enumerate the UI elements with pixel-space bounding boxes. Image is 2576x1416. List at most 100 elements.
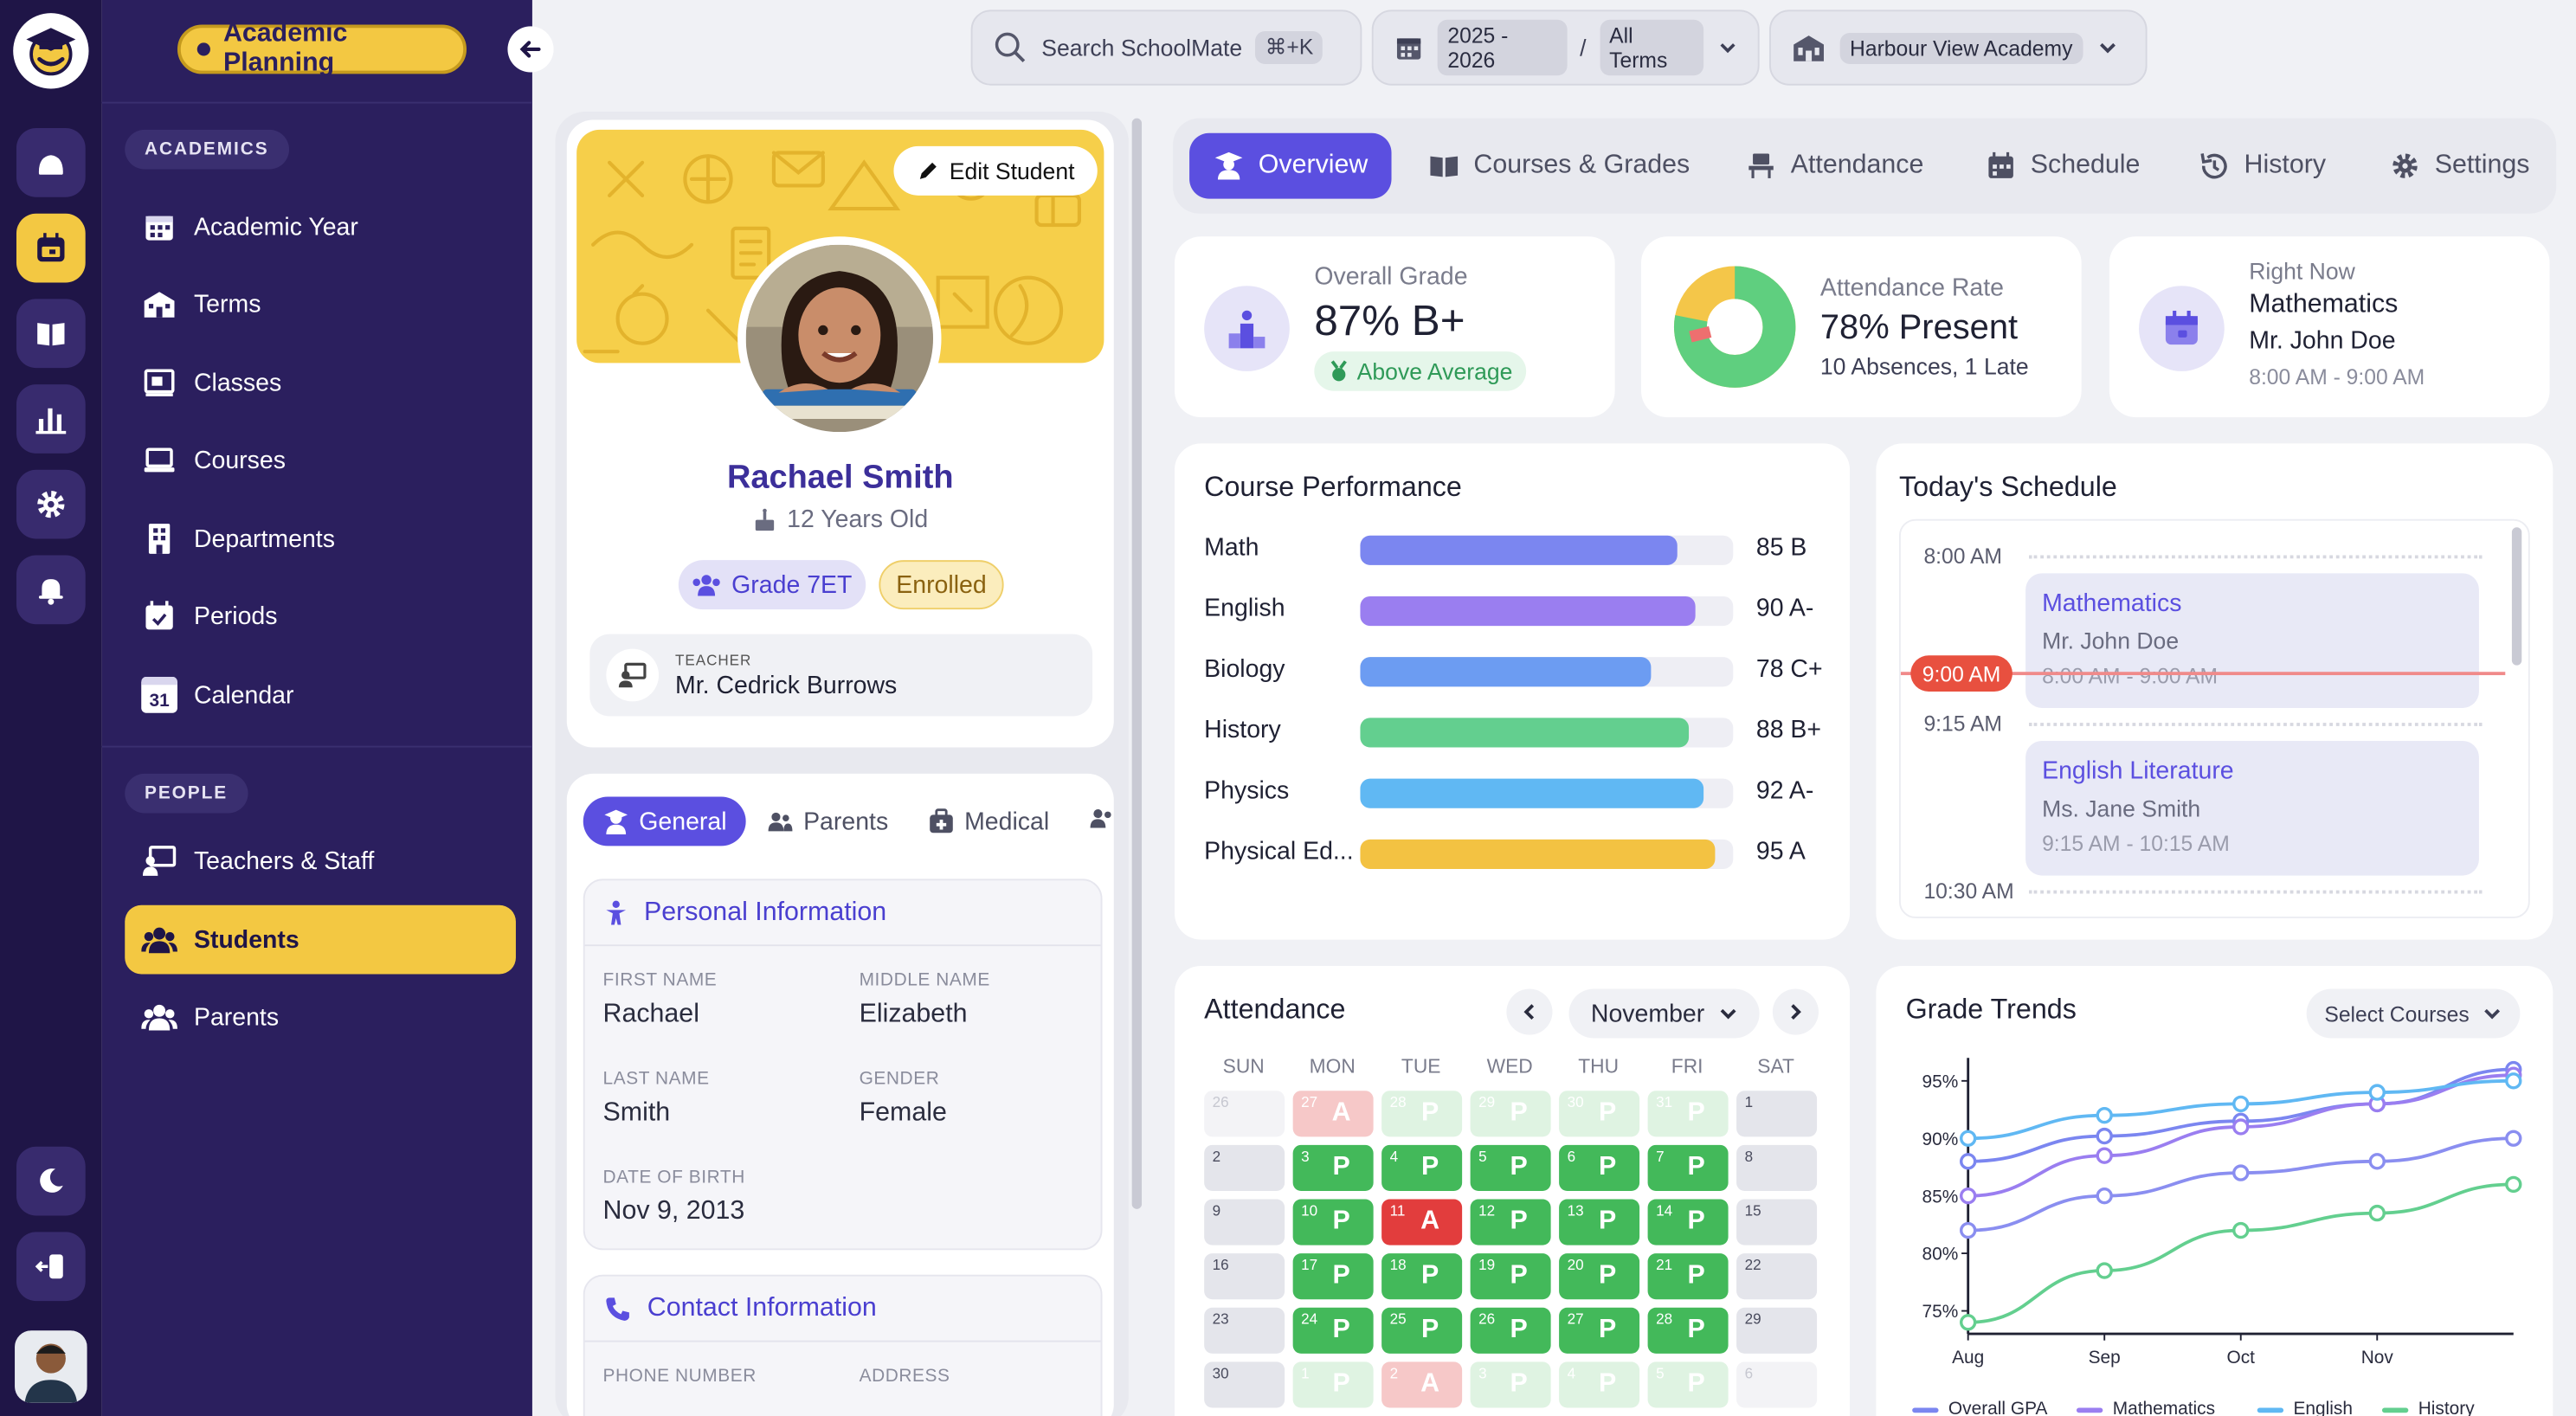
sidebar-item-parents[interactable]: Parents <box>125 982 516 1052</box>
calendar-day[interactable]: 23 <box>1204 1307 1285 1354</box>
calendar-day[interactable]: 28 P <box>1647 1307 1729 1354</box>
rail-theme-button[interactable] <box>16 1146 86 1216</box>
course-row[interactable]: Physics 92 A- <box>1204 774 1828 814</box>
calendar-day[interactable]: 21 P <box>1647 1253 1729 1300</box>
course-row[interactable]: Math 85 B <box>1204 531 1828 570</box>
course-row[interactable]: Biology 78 C+ <box>1204 652 1828 692</box>
edit-student-button[interactable]: Edit Student <box>893 145 1098 196</box>
calendar-day[interactable]: 29 <box>1736 1307 1818 1354</box>
select-courses-dropdown[interactable]: Select Courses <box>2306 988 2521 1039</box>
rail-notifications-button[interactable] <box>16 555 86 625</box>
schedule-event-english[interactable]: English Literature Ms. Jane Smith 9:15 A… <box>2025 740 2479 876</box>
legend-item[interactable]: Overall GPA <box>1912 1400 2047 1416</box>
rail-book-button[interactable] <box>16 299 86 369</box>
calendar-day[interactable]: 19 P <box>1470 1253 1551 1300</box>
calendar-day[interactable]: 29 P <box>1470 1091 1551 1137</box>
schedule-scrollbar[interactable] <box>2511 527 2522 666</box>
month-selector[interactable]: November <box>1568 988 1760 1039</box>
sidebar-item-calendar[interactable]: 31 Calendar <box>125 660 516 730</box>
rail-chart-button[interactable] <box>16 384 86 454</box>
academic-planning-pill[interactable]: Academic Planning <box>177 20 467 77</box>
profile-scrollbar[interactable] <box>1131 118 1143 1209</box>
calendar-day[interactable]: 1 <box>1736 1091 1818 1137</box>
legend-item[interactable]: Mathematics <box>2076 1400 2215 1416</box>
more-tabs-icon[interactable] <box>1089 807 1113 838</box>
sidebar-item-teachers-staff[interactable]: Teachers & Staff <box>125 827 516 896</box>
rail-logout-button[interactable] <box>16 1232 86 1302</box>
day-number: 12 <box>1478 1202 1496 1220</box>
calendar-day[interactable]: 22 <box>1736 1253 1818 1300</box>
calendar-day[interactable]: 15 <box>1736 1199 1818 1245</box>
course-row[interactable]: English 90 A- <box>1204 591 1828 631</box>
calendar-day[interactable]: 12 P <box>1470 1199 1551 1245</box>
school-logo[interactable] <box>13 13 89 89</box>
sidebar-item-academic-year[interactable]: Academic Year <box>125 192 516 261</box>
tab-settings[interactable]: Settings <box>2366 133 2553 199</box>
schedule-event-mathematics[interactable]: Mathematics Mr. John Doe 8:00 AM - 9:00 … <box>2025 573 2479 708</box>
calendar-day[interactable]: 16 <box>1204 1253 1285 1300</box>
school-selector[interactable]: Harbour View Academy <box>1769 10 2148 86</box>
search-box[interactable]: Search SchoolMate ⌘+K <box>970 10 1362 86</box>
course-row[interactable]: History 88 B+ <box>1204 713 1828 753</box>
tab-medical[interactable]: Medical <box>909 796 1069 846</box>
term-selector[interactable]: 2025 - 2026 / All Terms <box>1371 10 1760 86</box>
tab-courses-grades[interactable]: Courses & Grades <box>1405 133 1713 199</box>
sidebar-item-terms[interactable]: Terms <box>125 269 516 338</box>
calendar-day[interactable]: 13 P <box>1559 1199 1640 1245</box>
calendar-day[interactable]: 2 <box>1204 1144 1285 1191</box>
teacher-card[interactable]: TEACHER Mr. Cedrick Burrows <box>589 634 1093 717</box>
tab-schedule[interactable]: Schedule <box>1961 133 2163 199</box>
tab-parents[interactable]: Parents <box>748 796 908 846</box>
rail-home-button[interactable] <box>16 128 86 197</box>
calendar-day[interactable]: 26 <box>1204 1091 1285 1137</box>
main-tabs-bar <box>1173 118 2557 214</box>
tab-history[interactable]: History <box>2175 133 2349 199</box>
sidebar-item-students[interactable]: Students <box>125 904 516 975</box>
calendar-day[interactable]: 30 P <box>1559 1091 1640 1137</box>
calendar-day[interactable]: 30 <box>1204 1361 1285 1408</box>
calendar-day[interactable]: 27 A <box>1292 1091 1374 1137</box>
sidebar-item-periods[interactable]: Periods <box>125 582 516 651</box>
calendar-day[interactable]: 9 <box>1204 1199 1285 1245</box>
sidebar-item-courses[interactable]: Courses <box>125 426 516 495</box>
rail-settings-button[interactable] <box>16 469 86 539</box>
calendar-day[interactable]: 20 P <box>1559 1253 1640 1300</box>
calendar-day[interactable]: 25 P <box>1381 1307 1463 1354</box>
calendar-day[interactable]: 17 P <box>1292 1253 1374 1300</box>
calendar-day[interactable]: 18 P <box>1381 1253 1463 1300</box>
calendar-day[interactable]: 31 P <box>1647 1091 1729 1137</box>
next-month-button[interactable] <box>1772 988 1819 1035</box>
calendar-day[interactable]: 10 P <box>1292 1199 1374 1245</box>
tab-overview[interactable]: Overview <box>1189 132 1391 199</box>
user-avatar[interactable] <box>15 1330 87 1403</box>
tab-attendance[interactable]: Attendance <box>1722 133 1947 199</box>
calendar-day[interactable]: 6 <box>1736 1361 1818 1408</box>
calendar-day[interactable]: 26 P <box>1470 1307 1551 1354</box>
tab-general[interactable]: General <box>583 796 747 846</box>
calendar-day[interactable]: 24 P <box>1292 1307 1374 1354</box>
calendar-day[interactable]: 28 P <box>1381 1091 1463 1137</box>
legend-item[interactable]: English <box>2257 1400 2353 1416</box>
course-row[interactable]: Physical Ed... 95 A <box>1204 834 1828 874</box>
legend-item[interactable]: History <box>2381 1400 2475 1416</box>
search-input[interactable]: Search SchoolMate <box>1041 34 1243 61</box>
sidebar-item-departments[interactable]: Departments <box>125 505 516 574</box>
rail-calendar-button[interactable] <box>16 213 86 283</box>
calendar-day[interactable]: 11 A <box>1381 1199 1463 1245</box>
calendar-day[interactable]: 8 <box>1736 1144 1818 1191</box>
calendar-day[interactable]: 14 P <box>1647 1199 1729 1245</box>
collapse-sidebar-button[interactable] <box>507 26 554 73</box>
calendar-day[interactable]: 27 P <box>1559 1307 1640 1354</box>
prev-month-button[interactable] <box>1506 988 1553 1035</box>
sidebar-item-classes[interactable]: Classes <box>125 348 516 417</box>
